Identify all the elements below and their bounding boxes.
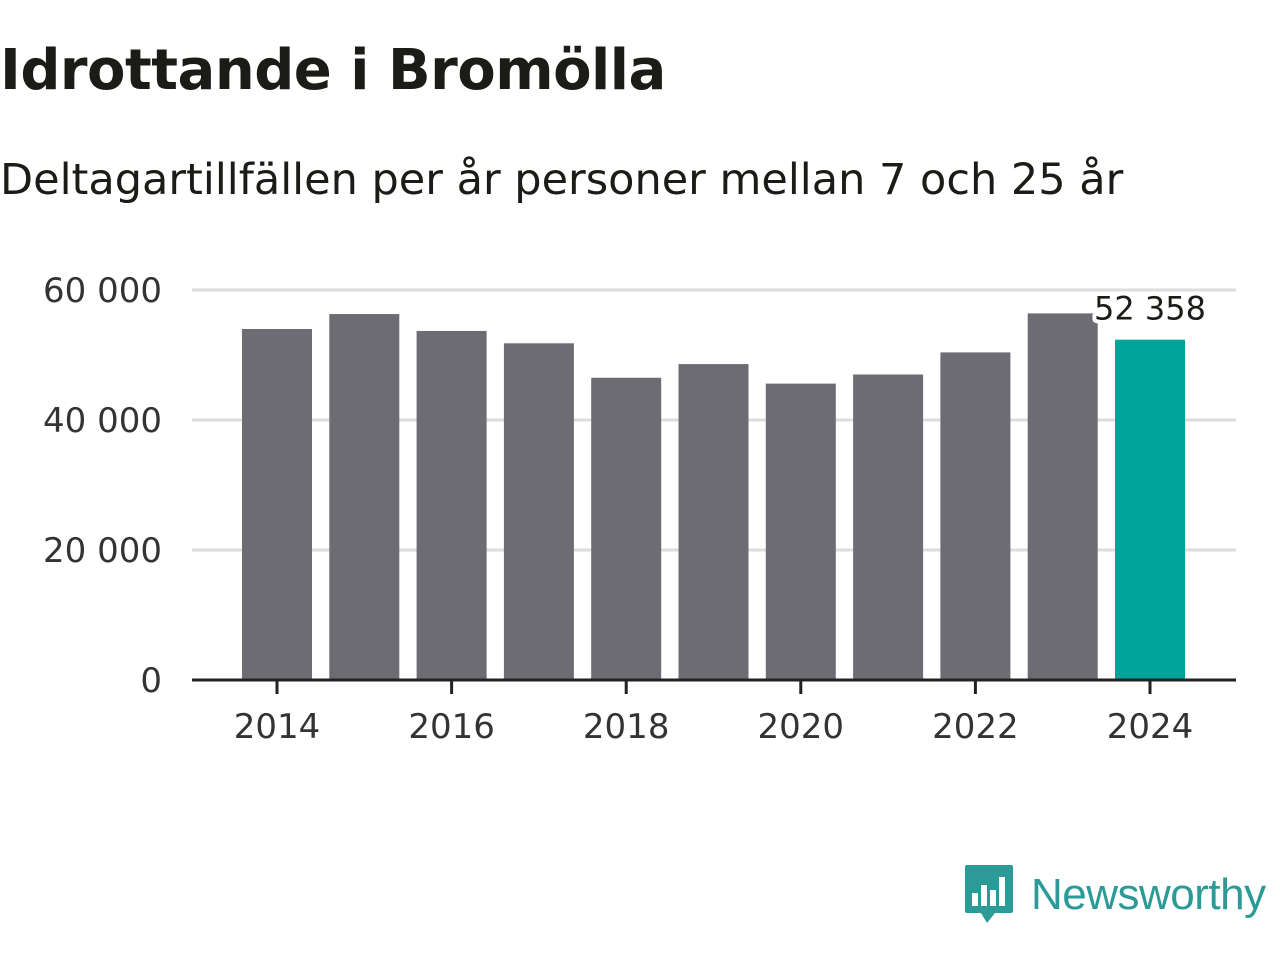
brand-name: Newsworthy xyxy=(1031,870,1266,919)
newsworthy-logo-icon xyxy=(965,865,1013,923)
tick-labels: 0 20 000 40 000 60 000 52 358 2014 2016 2018 202… xyxy=(43,271,1210,747)
y-tick-label: 0 xyxy=(140,661,162,701)
y-tick-label: 40 000 xyxy=(43,401,162,441)
bar-2018 xyxy=(591,377,662,680)
bar-2021 xyxy=(853,374,924,680)
axes xyxy=(192,678,1236,694)
x-tick-label: 2014 xyxy=(234,707,321,747)
bar-2023 xyxy=(1027,313,1098,680)
x-tick-label: 2022 xyxy=(932,707,1019,747)
x-tick-label: 2018 xyxy=(583,707,670,747)
bar-2019 xyxy=(678,364,749,680)
x-tick-label: 2020 xyxy=(758,707,845,747)
y-tick-label: 20 000 xyxy=(43,531,162,571)
bar-2016 xyxy=(416,330,487,680)
value-label: 52 358 xyxy=(1094,290,1206,328)
y-tick-label: 60 000 xyxy=(43,271,162,311)
bar-2017 xyxy=(503,343,574,680)
bar-2015 xyxy=(329,314,400,680)
bar-2022 xyxy=(940,352,1011,680)
x-tick-label: 2016 xyxy=(408,707,495,747)
bars xyxy=(242,313,1185,680)
chart-title: Idrottande i Bromölla xyxy=(0,38,666,103)
bar-2020 xyxy=(765,383,836,680)
newsworthy-brand: Newsworthy xyxy=(963,860,1266,930)
bar-2014 xyxy=(242,329,312,680)
x-tick-label: 2024 xyxy=(1107,707,1194,747)
bar-2024 xyxy=(1115,339,1185,680)
chart-subtitle: Deltagartillfällen per år personer mella… xyxy=(0,155,1124,205)
